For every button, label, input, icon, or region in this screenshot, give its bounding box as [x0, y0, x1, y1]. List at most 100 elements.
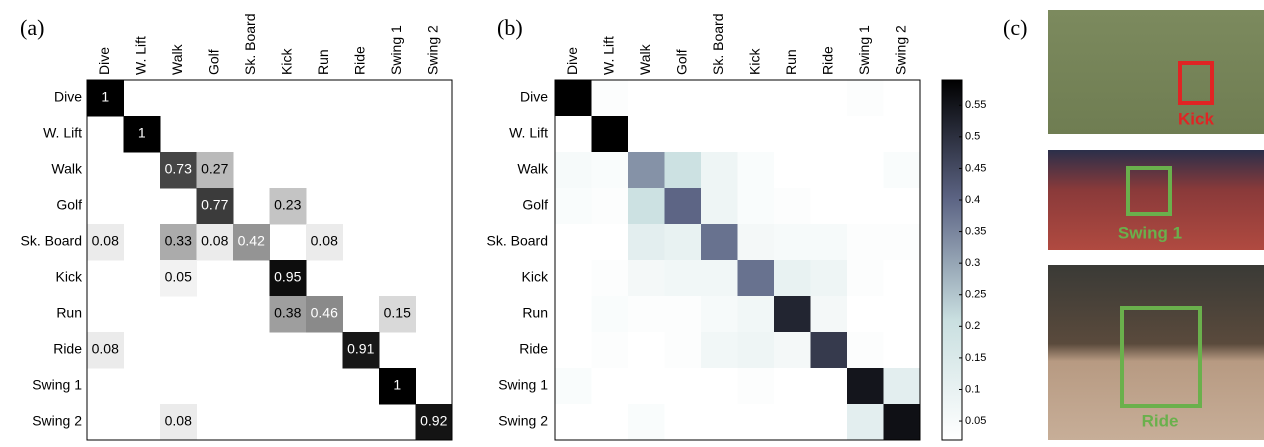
panel-label: (b)	[497, 15, 523, 40]
cell	[591, 260, 629, 297]
cell	[160, 224, 197, 261]
cell	[847, 80, 884, 117]
cell-value: 0.46	[311, 305, 338, 321]
image-label: Swing 1	[1118, 223, 1182, 242]
cell	[737, 116, 775, 153]
colorbar-tick-label: 0.4	[965, 194, 980, 206]
cell-value: 0.23	[274, 197, 301, 213]
cell	[628, 224, 665, 261]
cell	[737, 80, 775, 117]
cell	[123, 116, 161, 153]
cell	[701, 332, 738, 369]
cell	[269, 188, 307, 225]
cell-value: 0.92	[420, 413, 447, 429]
cell	[415, 404, 453, 441]
row-label: Kick	[56, 269, 83, 285]
cell	[847, 296, 884, 333]
row-label: Ride	[53, 341, 82, 357]
cell	[591, 296, 629, 333]
plot-frame	[554, 79, 921, 441]
cell	[737, 296, 775, 333]
cell	[555, 116, 592, 153]
cell	[555, 260, 592, 297]
column-label: Kick	[746, 48, 762, 75]
cell	[628, 404, 665, 441]
cell	[664, 116, 702, 153]
cell	[810, 296, 848, 333]
colorbar-tick-label: 0.05	[965, 415, 986, 427]
cell	[591, 332, 629, 369]
row-label: Dive	[54, 89, 82, 105]
cell	[664, 296, 702, 333]
cell	[774, 296, 811, 333]
cell	[591, 152, 629, 189]
cell	[774, 368, 811, 405]
cell	[555, 332, 592, 369]
column-label: Golf	[673, 49, 689, 75]
cell	[701, 224, 738, 261]
cell	[883, 404, 921, 441]
colorbar-tick-label: 0.35	[965, 225, 986, 237]
cell	[810, 116, 848, 153]
cell	[555, 404, 592, 441]
cell	[160, 260, 197, 297]
row-label: W. Lift	[43, 125, 82, 141]
cell	[701, 404, 738, 441]
column-label: Run	[315, 49, 331, 75]
cell	[810, 224, 848, 261]
cell	[628, 80, 665, 117]
cell	[664, 152, 702, 189]
cell	[847, 404, 884, 441]
cell	[883, 368, 921, 405]
column-label: Walk	[637, 43, 653, 75]
row-label: Sk. Board	[21, 233, 82, 249]
cell-value: 0.27	[201, 161, 228, 177]
cell-value: 0.91	[347, 341, 374, 357]
cell	[737, 224, 775, 261]
row-label: Swing 1	[32, 377, 82, 393]
row-label: Golf	[56, 197, 82, 213]
column-label: Swing 2	[424, 25, 440, 75]
cell	[737, 368, 775, 405]
image-label: Kick	[1178, 109, 1214, 128]
cell	[847, 152, 884, 189]
cell-value: 1	[101, 89, 109, 105]
image-swing: Swing 1	[1048, 150, 1264, 250]
cell-value: 0.15	[384, 305, 411, 321]
cell-value: 0.08	[92, 233, 119, 249]
cell	[810, 152, 848, 189]
colorbar-tick-label: 0.3	[965, 257, 980, 269]
cell	[883, 296, 921, 333]
colorbar-tick-label: 0.25	[965, 289, 986, 301]
column-label: W. Lift	[600, 36, 616, 75]
image-ride: Ride	[1048, 265, 1264, 440]
colorbar	[941, 79, 963, 441]
row-label: Run	[56, 305, 82, 321]
cell	[701, 260, 738, 297]
cell	[701, 188, 738, 225]
cell	[87, 224, 124, 261]
cell	[306, 224, 343, 261]
cell	[774, 116, 811, 153]
cell	[701, 152, 738, 189]
cell	[591, 368, 629, 405]
column-label: Ride	[819, 46, 835, 75]
column-label: Run	[783, 49, 799, 75]
cell	[591, 224, 629, 261]
cell	[847, 224, 884, 261]
cell	[883, 80, 921, 117]
cell	[628, 116, 665, 153]
cell	[269, 296, 307, 333]
row-label: Swing 2	[32, 413, 82, 429]
colorbar-tick-label: 0.2	[965, 320, 980, 332]
cell	[774, 152, 811, 189]
cell	[379, 368, 416, 405]
cell	[628, 152, 665, 189]
column-label: Dive	[96, 47, 112, 75]
cell	[810, 260, 848, 297]
row-label: Kick	[522, 269, 549, 285]
cell	[664, 404, 702, 441]
cell	[591, 116, 629, 153]
column-label: Swing 1	[856, 25, 872, 75]
cell-value: 0.77	[201, 197, 228, 213]
